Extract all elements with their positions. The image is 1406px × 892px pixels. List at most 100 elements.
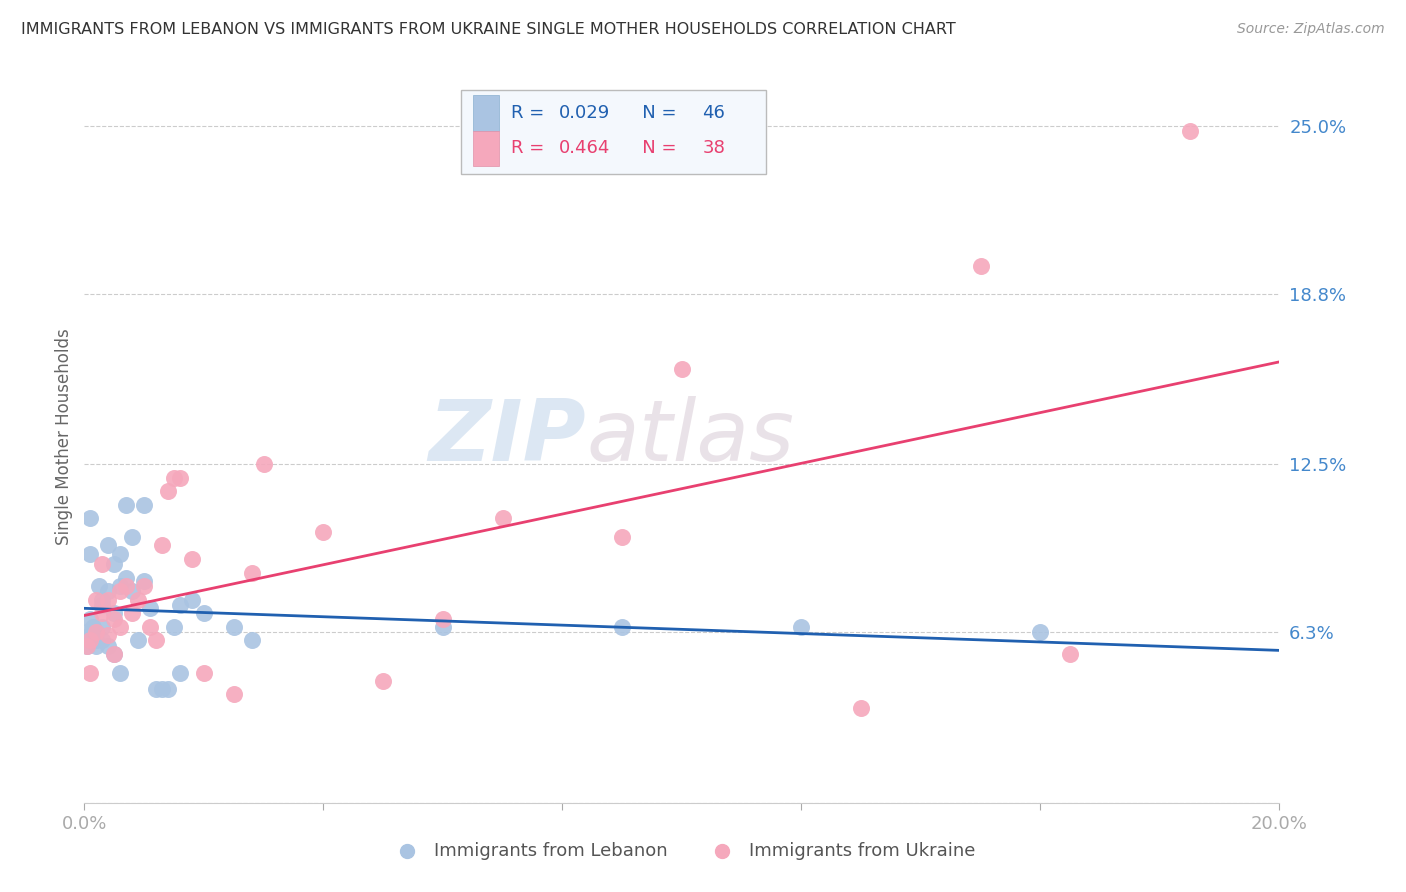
Point xyxy=(97,538,120,552)
Point xyxy=(240,566,263,580)
Point xyxy=(82,620,104,634)
Point xyxy=(139,620,162,634)
Point xyxy=(79,511,101,525)
Point xyxy=(432,620,454,634)
Point xyxy=(312,524,335,539)
FancyBboxPatch shape xyxy=(472,130,499,166)
Point xyxy=(169,471,191,485)
Point xyxy=(103,558,125,572)
Point xyxy=(492,511,515,525)
Point xyxy=(121,606,143,620)
Point xyxy=(150,538,173,552)
Point xyxy=(103,647,125,661)
Point xyxy=(103,606,125,620)
Point xyxy=(1029,625,1052,640)
Point xyxy=(671,362,693,376)
Point xyxy=(79,611,101,625)
Point xyxy=(76,625,98,640)
Point xyxy=(121,584,143,599)
Text: IMMIGRANTS FROM LEBANON VS IMMIGRANTS FROM UKRAINE SINGLE MOTHER HOUSEHOLDS CORR: IMMIGRANTS FROM LEBANON VS IMMIGRANTS FR… xyxy=(21,22,956,37)
Point xyxy=(110,579,132,593)
Point xyxy=(169,598,191,612)
Point xyxy=(115,579,138,593)
Point xyxy=(150,681,173,696)
Point xyxy=(86,633,108,648)
Point xyxy=(163,620,186,634)
Point xyxy=(157,484,180,499)
Point xyxy=(86,592,108,607)
Point xyxy=(222,688,245,702)
Text: 46: 46 xyxy=(702,104,725,122)
Point xyxy=(79,628,101,642)
Point xyxy=(132,574,156,588)
Legend: Immigrants from Lebanon, Immigrants from Ukraine: Immigrants from Lebanon, Immigrants from… xyxy=(381,835,983,867)
Point xyxy=(139,600,162,615)
Point xyxy=(79,633,101,648)
Point xyxy=(97,584,120,599)
Text: N =: N = xyxy=(624,104,682,122)
Point xyxy=(91,558,114,572)
Point xyxy=(373,673,395,688)
Point xyxy=(163,471,186,485)
Point xyxy=(132,498,156,512)
Point xyxy=(115,571,138,585)
Point xyxy=(110,620,132,634)
Point xyxy=(86,625,108,640)
Point xyxy=(253,457,276,471)
Text: 0.029: 0.029 xyxy=(558,104,610,122)
Point xyxy=(193,606,215,620)
Point xyxy=(181,592,204,607)
Point xyxy=(145,633,167,648)
Text: atlas: atlas xyxy=(586,395,794,479)
Point xyxy=(91,606,114,620)
Point xyxy=(851,701,873,715)
FancyBboxPatch shape xyxy=(461,90,766,174)
Point xyxy=(91,598,114,612)
Point xyxy=(103,611,125,625)
Text: N =: N = xyxy=(624,139,682,157)
Point xyxy=(79,665,101,680)
Point xyxy=(86,625,108,640)
Text: Source: ZipAtlas.com: Source: ZipAtlas.com xyxy=(1237,22,1385,37)
Point xyxy=(169,665,191,680)
Point xyxy=(240,633,263,648)
Y-axis label: Single Mother Households: Single Mother Households xyxy=(55,329,73,545)
Point xyxy=(612,530,634,544)
Point xyxy=(127,592,149,607)
Point xyxy=(110,584,132,599)
Text: ZIP: ZIP xyxy=(429,395,586,479)
Point xyxy=(181,552,204,566)
Text: 38: 38 xyxy=(702,139,725,157)
Point xyxy=(110,547,132,561)
Point xyxy=(110,665,132,680)
Point xyxy=(121,530,143,544)
Point xyxy=(970,260,993,274)
Point xyxy=(127,633,149,648)
Point xyxy=(97,592,120,607)
Point xyxy=(132,579,156,593)
Text: R =: R = xyxy=(510,139,550,157)
Point xyxy=(432,611,454,625)
Point xyxy=(91,633,114,648)
Point xyxy=(193,665,215,680)
Point xyxy=(790,620,813,634)
Point xyxy=(97,628,120,642)
Point xyxy=(1059,647,1081,661)
Point xyxy=(91,592,114,607)
Point xyxy=(115,498,138,512)
Point xyxy=(91,620,114,634)
Point xyxy=(89,579,111,593)
Point xyxy=(103,647,125,661)
Point xyxy=(86,639,108,653)
FancyBboxPatch shape xyxy=(472,95,499,130)
Point xyxy=(97,639,120,653)
Point xyxy=(612,620,634,634)
Point xyxy=(157,681,180,696)
Point xyxy=(76,639,98,653)
Point xyxy=(1178,124,1201,138)
Point xyxy=(79,547,101,561)
Point xyxy=(76,639,98,653)
Point xyxy=(145,681,167,696)
Text: R =: R = xyxy=(510,104,550,122)
Point xyxy=(222,620,245,634)
